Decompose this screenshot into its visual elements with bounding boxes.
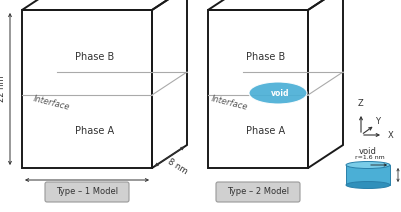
Ellipse shape bbox=[249, 82, 307, 104]
Text: X: X bbox=[388, 131, 394, 139]
Text: 22 nm: 22 nm bbox=[0, 76, 6, 102]
Text: void: void bbox=[359, 146, 377, 155]
Text: Interface: Interface bbox=[33, 94, 71, 112]
Text: Y: Y bbox=[375, 117, 381, 127]
Polygon shape bbox=[346, 165, 390, 185]
Text: Phase A: Phase A bbox=[75, 127, 115, 137]
Text: void: void bbox=[271, 88, 289, 98]
Text: r=1.6 nm: r=1.6 nm bbox=[355, 155, 385, 160]
Text: Phase A: Phase A bbox=[247, 127, 286, 137]
Text: 8 nm: 8 nm bbox=[166, 157, 189, 176]
Ellipse shape bbox=[346, 181, 390, 188]
Text: Phase B: Phase B bbox=[75, 53, 115, 63]
Text: Phase B: Phase B bbox=[246, 53, 286, 63]
Text: Type – 2 Model: Type – 2 Model bbox=[227, 187, 289, 197]
Text: 13.7  nm: 13.7 nm bbox=[68, 186, 106, 194]
Text: Type – 1 Model: Type – 1 Model bbox=[56, 187, 118, 197]
Text: Interface: Interface bbox=[211, 94, 249, 112]
Text: Z: Z bbox=[358, 99, 364, 108]
FancyBboxPatch shape bbox=[216, 182, 300, 202]
FancyBboxPatch shape bbox=[45, 182, 129, 202]
Ellipse shape bbox=[346, 162, 390, 169]
